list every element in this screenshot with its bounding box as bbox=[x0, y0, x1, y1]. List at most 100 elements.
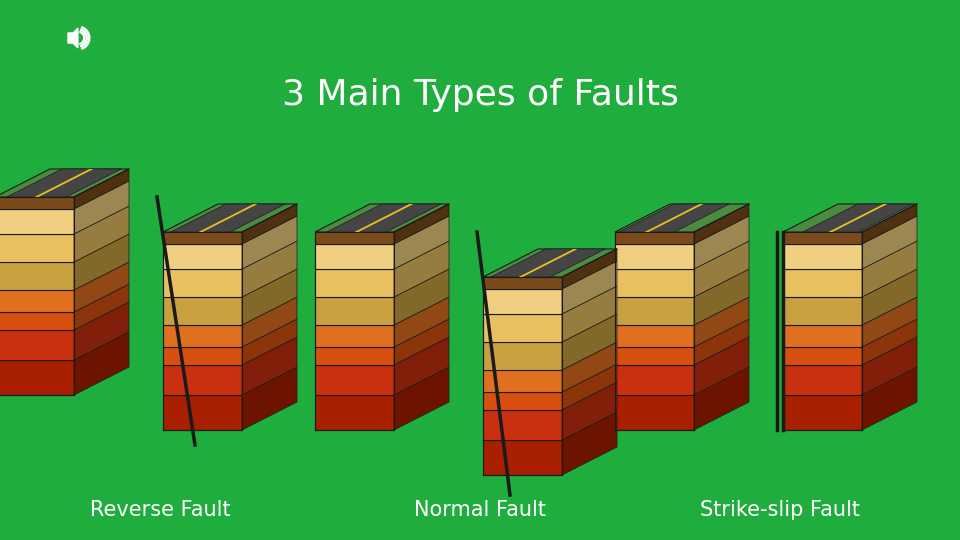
Polygon shape bbox=[394, 269, 449, 325]
Polygon shape bbox=[783, 395, 862, 430]
Polygon shape bbox=[615, 297, 694, 325]
Polygon shape bbox=[562, 364, 617, 410]
Polygon shape bbox=[242, 216, 297, 269]
Polygon shape bbox=[783, 269, 862, 297]
Polygon shape bbox=[483, 392, 562, 410]
Polygon shape bbox=[483, 249, 617, 277]
Polygon shape bbox=[74, 169, 129, 209]
Polygon shape bbox=[394, 297, 449, 347]
Polygon shape bbox=[163, 269, 242, 297]
Polygon shape bbox=[615, 204, 749, 232]
Polygon shape bbox=[315, 347, 394, 365]
Polygon shape bbox=[862, 319, 917, 365]
Polygon shape bbox=[694, 216, 749, 269]
Polygon shape bbox=[163, 244, 242, 269]
Polygon shape bbox=[0, 169, 129, 197]
Polygon shape bbox=[615, 244, 694, 269]
Polygon shape bbox=[394, 367, 449, 430]
Polygon shape bbox=[74, 234, 129, 290]
Polygon shape bbox=[242, 269, 297, 325]
Polygon shape bbox=[394, 216, 449, 269]
Polygon shape bbox=[242, 319, 297, 365]
Polygon shape bbox=[562, 286, 617, 342]
Polygon shape bbox=[354, 204, 414, 232]
Polygon shape bbox=[163, 395, 242, 430]
Polygon shape bbox=[0, 290, 74, 312]
Polygon shape bbox=[615, 365, 694, 395]
Polygon shape bbox=[74, 302, 129, 360]
Polygon shape bbox=[483, 314, 562, 342]
Polygon shape bbox=[862, 297, 917, 347]
Polygon shape bbox=[562, 261, 617, 314]
Polygon shape bbox=[0, 262, 74, 290]
Polygon shape bbox=[694, 269, 749, 325]
Polygon shape bbox=[326, 204, 441, 232]
Polygon shape bbox=[394, 204, 449, 244]
Polygon shape bbox=[562, 249, 617, 289]
Polygon shape bbox=[315, 325, 394, 347]
Polygon shape bbox=[315, 269, 394, 297]
Polygon shape bbox=[0, 197, 74, 209]
Polygon shape bbox=[694, 319, 749, 365]
Polygon shape bbox=[0, 360, 74, 395]
Polygon shape bbox=[315, 395, 394, 430]
Polygon shape bbox=[483, 342, 562, 370]
Polygon shape bbox=[862, 216, 917, 269]
Polygon shape bbox=[7, 169, 121, 197]
Polygon shape bbox=[694, 204, 749, 244]
Polygon shape bbox=[163, 297, 242, 325]
Polygon shape bbox=[0, 234, 74, 262]
Text: Normal Fault: Normal Fault bbox=[414, 500, 546, 520]
Polygon shape bbox=[694, 297, 749, 347]
Polygon shape bbox=[199, 204, 257, 232]
Polygon shape bbox=[562, 342, 617, 392]
Polygon shape bbox=[394, 337, 449, 395]
Text: Reverse Fault: Reverse Fault bbox=[89, 500, 230, 520]
Polygon shape bbox=[694, 337, 749, 395]
Polygon shape bbox=[68, 28, 78, 48]
Polygon shape bbox=[862, 337, 917, 395]
Polygon shape bbox=[783, 244, 862, 269]
Polygon shape bbox=[483, 277, 562, 289]
Polygon shape bbox=[783, 325, 862, 347]
Polygon shape bbox=[0, 209, 74, 234]
Polygon shape bbox=[862, 241, 917, 297]
Polygon shape bbox=[518, 249, 578, 277]
Polygon shape bbox=[242, 367, 297, 430]
Polygon shape bbox=[694, 241, 749, 297]
Polygon shape bbox=[242, 337, 297, 395]
Polygon shape bbox=[315, 204, 449, 232]
Polygon shape bbox=[615, 395, 694, 430]
Polygon shape bbox=[562, 314, 617, 370]
Polygon shape bbox=[615, 325, 694, 347]
Polygon shape bbox=[491, 249, 605, 277]
Polygon shape bbox=[615, 347, 694, 365]
Polygon shape bbox=[242, 297, 297, 347]
Polygon shape bbox=[615, 269, 694, 297]
Polygon shape bbox=[315, 365, 394, 395]
Polygon shape bbox=[828, 204, 887, 232]
Polygon shape bbox=[862, 367, 917, 430]
Polygon shape bbox=[242, 241, 297, 297]
Text: Strike-slip Fault: Strike-slip Fault bbox=[700, 500, 860, 520]
Polygon shape bbox=[163, 347, 242, 365]
Polygon shape bbox=[0, 312, 74, 330]
Polygon shape bbox=[615, 232, 694, 244]
Polygon shape bbox=[315, 232, 394, 244]
Polygon shape bbox=[394, 319, 449, 365]
Polygon shape bbox=[783, 232, 862, 244]
Polygon shape bbox=[694, 367, 749, 430]
Polygon shape bbox=[483, 440, 562, 475]
Polygon shape bbox=[562, 412, 617, 475]
Polygon shape bbox=[862, 204, 917, 244]
Polygon shape bbox=[74, 206, 129, 262]
Polygon shape bbox=[394, 241, 449, 297]
Polygon shape bbox=[35, 169, 93, 197]
Polygon shape bbox=[483, 370, 562, 392]
Polygon shape bbox=[163, 232, 242, 244]
Polygon shape bbox=[862, 269, 917, 325]
Polygon shape bbox=[315, 244, 394, 269]
Text: 3 Main Types of Faults: 3 Main Types of Faults bbox=[281, 78, 679, 112]
Polygon shape bbox=[783, 297, 862, 325]
Polygon shape bbox=[783, 365, 862, 395]
